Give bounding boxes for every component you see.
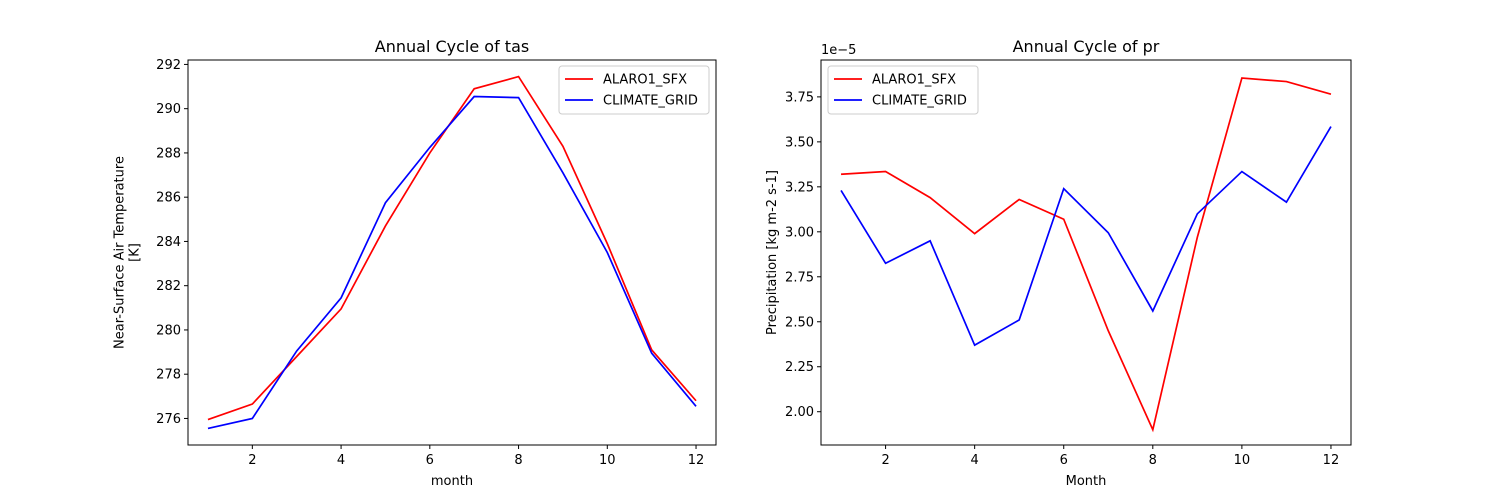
y-tick-label: 282 [156,279,181,294]
x-tick-label: 2 [881,453,889,468]
legend-entry: ALARO1_SFX [603,73,687,88]
x-tick-label: 4 [337,453,345,468]
x-tick-label: 4 [971,453,979,468]
y-axis-label: Precipitation [kg m-2 s-1] [765,170,780,335]
x-tick-label: 8 [1149,453,1157,468]
x-tick-label: 10 [599,453,616,468]
y-tick-label: 278 [156,368,181,383]
y-tick-label: 276 [156,412,181,427]
x-axis-label: month [431,474,473,489]
chart-panel-1: 2 4 6 8 10 12 276 278 280 282 284 286 288 290 292 Annua… [113,37,717,489]
series-line-alaro1-sfx [207,75,697,421]
legend: ALARO1_SFX CLIMATE_GRID [558,65,710,115]
chart-panel-2: 2 4 6 8 10 12 2.00 2.25 2.50 2.75 3.00 3.25 3.50 3.75… [765,37,1352,489]
x-tick-label: 2 [248,453,256,468]
series-line-alaro1-sfx [840,77,1332,433]
y-tick-label: 280 [156,323,181,338]
legend-entry: ALARO1_SFX [872,73,956,88]
legend: ALARO1_SFX CLIMATE_GRID [827,65,979,115]
y-tick-label: 286 [156,191,181,206]
x-tick-label: 12 [1323,453,1340,468]
y-tick-label: 3.50 [785,135,814,150]
chart-title: Annual Cycle of tas [375,37,529,56]
y-tick-label: 292 [156,58,181,73]
legend-box [558,65,710,115]
y-tick-label: 2.00 [785,405,814,420]
plot-frame [820,59,1352,446]
y-axis-label: Near-Surface Air Temperature[K] [113,156,143,349]
y-tick-label: 284 [156,235,181,250]
x-tick-label: 12 [688,453,705,468]
y-tick-label: 3.25 [785,180,814,195]
y-tick-label: 2.50 [785,315,814,330]
legend-entry: CLIMATE_GRID [872,94,967,109]
y-offset-text: 1e−5 [821,43,856,58]
x-tick-label: 6 [1060,453,1068,468]
y-tick-label: 3.75 [785,90,814,105]
y-tick-label: 290 [156,102,181,117]
y-tick-label: 3.00 [785,225,814,240]
y-tick-label: 2.75 [785,270,814,285]
legend-box [827,65,979,115]
plot-frame [187,59,717,446]
legend-entry: CLIMATE_GRID [603,94,698,109]
x-axis-label: Month [1066,474,1107,489]
series-line-climate-grid [207,95,697,430]
chart-title: Annual Cycle of pr [1013,37,1160,56]
y-tick-label: 2.25 [785,360,814,375]
x-tick-label: 10 [1234,453,1251,468]
x-tick-label: 8 [514,453,522,468]
series-line-climate-grid [840,126,1332,347]
x-tick-label: 6 [426,453,434,468]
y-tick-label: 288 [156,146,181,161]
